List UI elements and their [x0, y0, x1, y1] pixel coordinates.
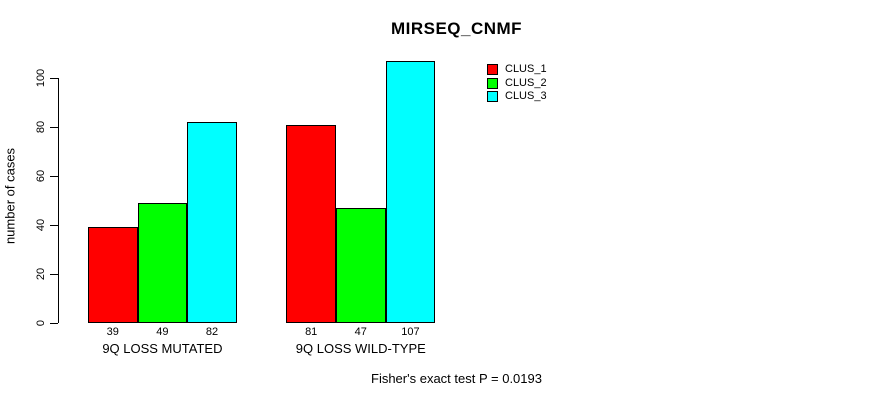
- legend-item: CLUS_2: [487, 77, 547, 91]
- y-axis-tick: [50, 323, 58, 324]
- y-axis-tick: [50, 127, 58, 128]
- bar-value-label: 49: [156, 326, 169, 338]
- legend-item: CLUS_3: [487, 90, 547, 104]
- legend-item: CLUS_1: [487, 63, 547, 77]
- category-label: 9Q LOSS MUTATED: [102, 341, 223, 356]
- bar-clus_2-group2: [336, 207, 386, 323]
- y-axis-tick-label: 60: [35, 169, 47, 183]
- y-axis-tick: [50, 78, 58, 79]
- y-axis-tick-label: 100: [35, 68, 47, 88]
- y-axis-tick-label: 40: [35, 218, 47, 232]
- category-label: 9Q LOSS WILD-TYPE: [295, 341, 426, 356]
- legend-swatch: [487, 77, 498, 89]
- footer-annotation: Fisher's exact test P = 0.0193: [371, 371, 542, 386]
- y-axis-tick-label: 80: [35, 120, 47, 134]
- y-axis-line: [58, 78, 59, 323]
- legend-label: CLUS_1: [505, 63, 547, 76]
- y-axis-tick: [50, 176, 58, 177]
- bar-clus_3-group2: [385, 60, 436, 323]
- bar-value-label: 107: [401, 326, 420, 338]
- bar-value-label: 82: [205, 326, 219, 338]
- bar-value-label: 81: [305, 326, 318, 338]
- legend-label: CLUS_2: [505, 76, 547, 89]
- y-axis-tick: [50, 274, 58, 275]
- bar-clus_3-group1: [187, 122, 237, 323]
- bar-value-label: 39: [106, 326, 119, 338]
- y-axis-tick: [50, 225, 58, 226]
- legend-swatch: [487, 64, 498, 76]
- y-axis-tick-label: 0: [35, 319, 47, 327]
- bar-clus_1-group1: [88, 227, 138, 323]
- legend-label: CLUS_3: [505, 90, 547, 103]
- bar-value-label: 47: [354, 326, 367, 338]
- legend-swatch: [487, 91, 498, 103]
- bar-clus_1-group2: [286, 124, 336, 323]
- bar-clus_2-group1: [137, 202, 188, 323]
- y-axis-tick-label: 20: [35, 267, 47, 281]
- chart-title: MIRSEQ_CNMF: [390, 19, 523, 38]
- legend: CLUS_1 CLUS_2 CLUS_3: [487, 63, 547, 104]
